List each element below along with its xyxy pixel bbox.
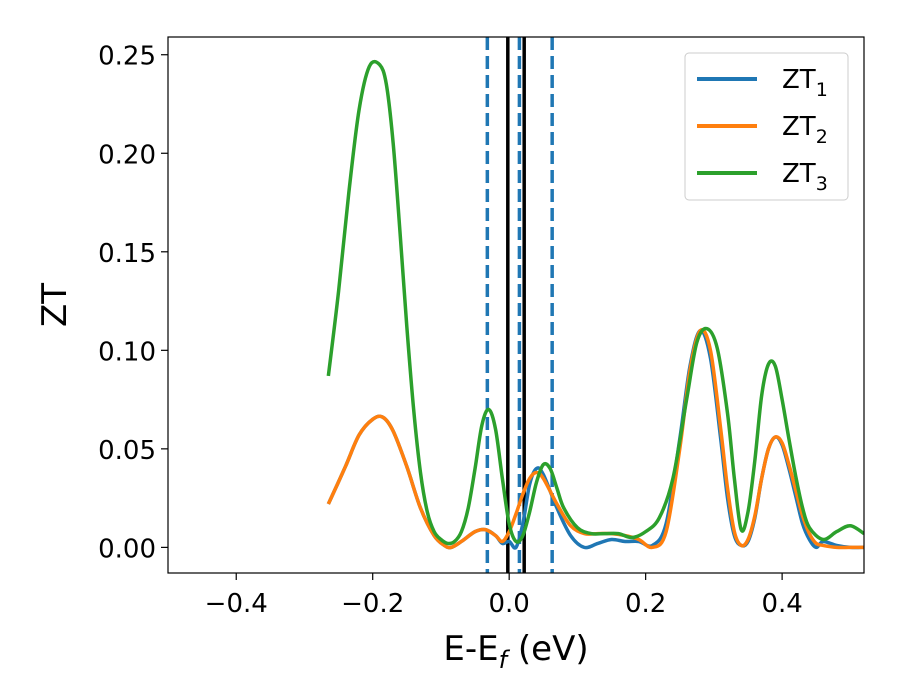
x-axis-label: E-Ef (eV)	[443, 629, 588, 674]
x-tick-label: 0.2	[625, 589, 666, 619]
y-tick-label: 0.00	[98, 534, 156, 564]
y-tick-label: 0.10	[98, 337, 156, 367]
x-tick-label: 0.0	[488, 589, 529, 619]
legend: ZT1 ZT2 ZT3	[684, 52, 849, 201]
legend-label-zt2: ZT2	[782, 112, 828, 148]
y-tick-label: 0.05	[98, 436, 156, 466]
series-line-zt3	[326, 59, 864, 546]
x-tick-label: −0.2	[341, 589, 404, 619]
plot-frame	[167, 36, 865, 574]
x-tick-label: −0.4	[205, 589, 268, 619]
legend-label-zt3: ZT3	[782, 159, 828, 195]
x-tick-label: 0.4	[761, 589, 802, 619]
y-tick-label: 0.25	[98, 42, 156, 72]
y-tick-label: 0.15	[98, 239, 156, 269]
y-tick-label: 0.20	[98, 140, 156, 170]
legend-label-zt1: ZT1	[782, 65, 828, 101]
legend-box	[684, 52, 849, 201]
y-axis-label: ZT	[35, 283, 75, 327]
